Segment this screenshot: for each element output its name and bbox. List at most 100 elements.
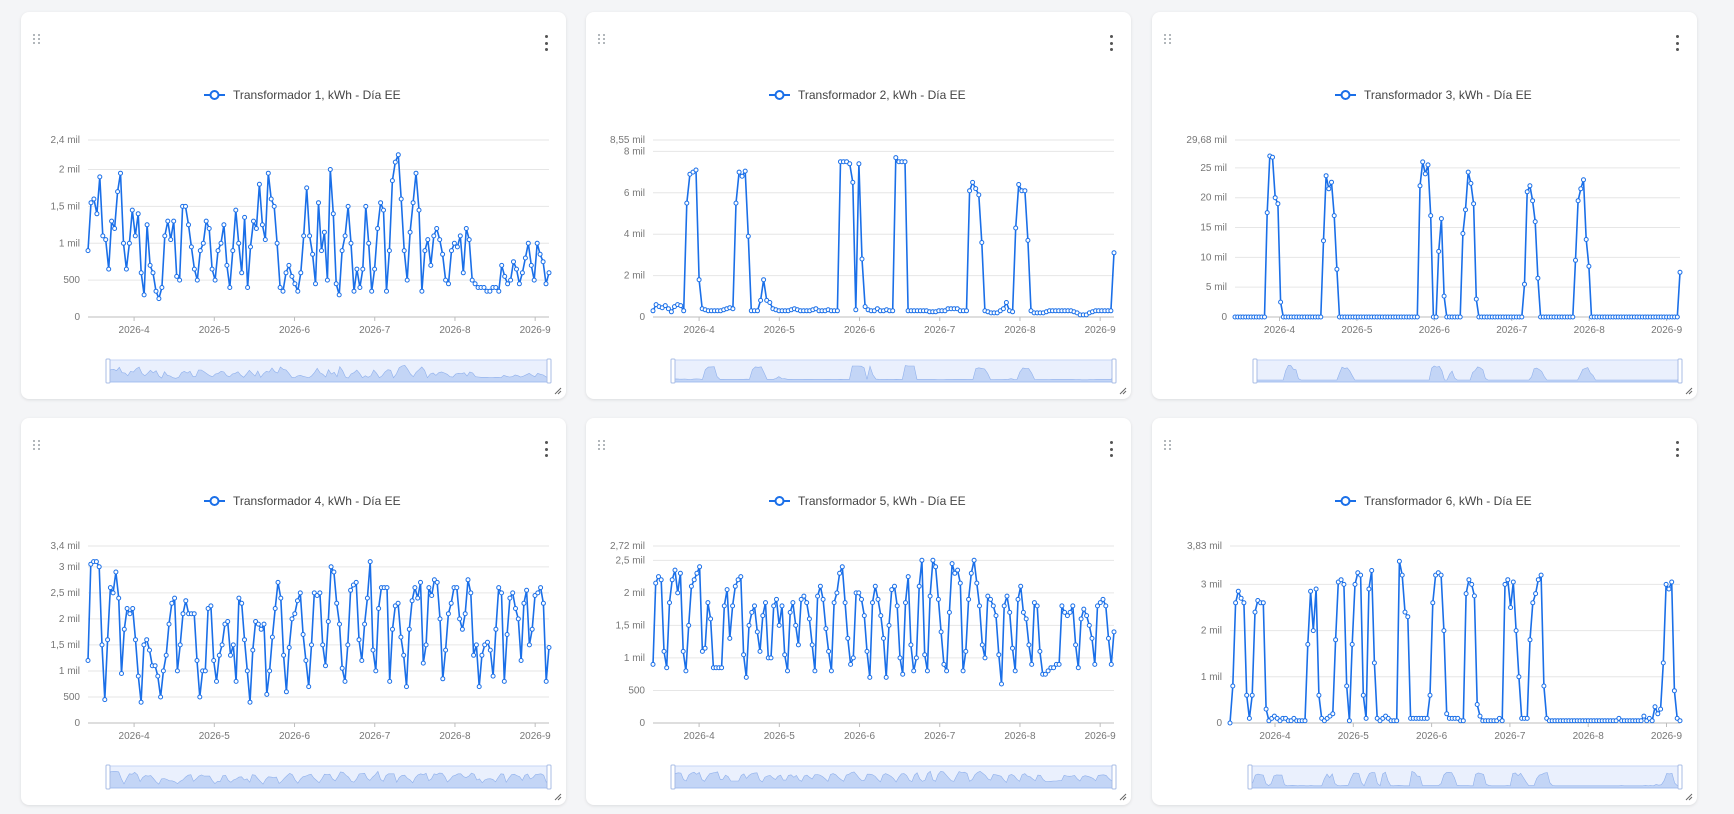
data-point[interactable] <box>1089 635 1095 641</box>
data-point[interactable] <box>897 655 903 661</box>
data-point[interactable] <box>264 691 270 697</box>
data-point[interactable] <box>212 277 218 283</box>
data-point[interactable] <box>515 616 521 622</box>
data-point[interactable] <box>1086 622 1092 628</box>
data-point[interactable] <box>1444 711 1450 717</box>
data-point[interactable] <box>1655 711 1661 717</box>
data-point[interactable] <box>525 240 531 246</box>
data-point[interactable] <box>760 613 766 619</box>
data-point[interactable] <box>1108 661 1114 667</box>
data-point[interactable] <box>191 611 197 617</box>
data-point[interactable] <box>1422 171 1428 177</box>
data-point[interactable] <box>730 306 736 312</box>
data-point[interactable] <box>309 642 314 648</box>
data-point[interactable] <box>867 674 873 680</box>
data-point[interactable] <box>1010 645 1015 651</box>
data-point[interactable] <box>331 569 337 575</box>
data-point[interactable] <box>177 642 183 648</box>
data-point[interactable] <box>1477 713 1483 719</box>
data-point[interactable] <box>1663 581 1669 587</box>
data-point[interactable] <box>233 207 239 213</box>
data-point[interactable] <box>1272 195 1278 201</box>
legend[interactable]: Transformador 3, kWh - Día EE <box>1335 88 1532 102</box>
data-point[interactable] <box>960 668 966 674</box>
data-point[interactable] <box>968 570 974 576</box>
zoom-slider[interactable] <box>1247 764 1683 790</box>
data-point[interactable] <box>878 613 884 619</box>
legend[interactable]: Transformador 1, kWh - Día EE <box>204 88 401 102</box>
data-point[interactable] <box>745 233 751 239</box>
slider-track[interactable] <box>1254 359 1681 383</box>
data-point[interactable] <box>903 600 908 606</box>
data-point[interactable] <box>110 590 116 596</box>
data-point[interactable] <box>1530 600 1536 606</box>
data-point[interactable] <box>381 207 386 213</box>
data-point[interactable] <box>504 632 510 637</box>
data-point[interactable] <box>440 676 446 682</box>
data-point[interactable] <box>1524 189 1530 195</box>
data-point[interactable] <box>267 668 273 674</box>
data-point[interactable] <box>132 233 138 239</box>
data-point[interactable] <box>746 622 752 628</box>
data-point[interactable] <box>1275 201 1281 207</box>
data-point[interactable] <box>724 587 730 593</box>
data-point[interactable] <box>1338 577 1344 583</box>
data-point[interactable] <box>138 270 144 276</box>
data-point[interactable] <box>1241 600 1247 606</box>
data-point[interactable] <box>546 270 552 276</box>
data-point[interactable] <box>999 681 1004 687</box>
data-point[interactable] <box>1081 606 1087 612</box>
data-point[interactable] <box>1034 603 1040 609</box>
data-point[interactable] <box>1427 692 1433 698</box>
data-point[interactable] <box>1031 600 1037 606</box>
data-point[interactable] <box>774 596 779 602</box>
data-point[interactable] <box>1505 577 1511 583</box>
data-point[interactable] <box>790 600 796 606</box>
data-point[interactable] <box>1042 671 1048 677</box>
data-point[interactable] <box>166 621 172 627</box>
data-point[interactable] <box>265 170 271 176</box>
data-point[interactable] <box>739 173 745 179</box>
data-point[interactable] <box>463 226 469 231</box>
slider-handle-end[interactable] <box>546 764 552 790</box>
data-point[interactable] <box>496 585 502 591</box>
resize-corner-icon[interactable] <box>552 791 562 801</box>
data-point[interactable] <box>847 161 853 167</box>
data-point[interactable] <box>1671 688 1677 694</box>
data-point[interactable] <box>1660 660 1666 666</box>
data-point[interactable] <box>850 655 856 661</box>
data-point[interactable] <box>174 273 180 279</box>
data-point[interactable] <box>410 200 416 206</box>
data-point[interactable] <box>535 590 541 596</box>
data-point[interactable] <box>289 616 295 622</box>
data-point[interactable] <box>856 161 862 167</box>
data-point[interactable] <box>360 266 366 272</box>
data-point[interactable] <box>233 678 239 684</box>
data-point[interactable] <box>656 574 661 580</box>
data-point[interactable] <box>1346 718 1352 724</box>
data-point[interactable] <box>768 655 774 661</box>
data-point[interactable] <box>1075 665 1081 671</box>
data-point[interactable] <box>1677 269 1683 275</box>
data-point[interactable] <box>678 303 684 309</box>
data-point[interactable] <box>280 288 286 294</box>
data-point[interactable] <box>516 281 522 287</box>
data-point[interactable] <box>668 309 674 315</box>
data-point[interactable] <box>793 622 799 628</box>
data-point[interactable] <box>933 564 939 570</box>
data-point[interactable] <box>1420 159 1426 165</box>
data-point[interactable] <box>268 196 274 202</box>
data-point[interactable] <box>1527 183 1533 189</box>
data-point[interactable] <box>1469 581 1475 587</box>
data-point[interactable] <box>215 248 221 254</box>
data-point[interactable] <box>428 262 434 268</box>
data-point[interactable] <box>324 277 330 283</box>
data-point[interactable] <box>902 159 908 165</box>
data-point[interactable] <box>370 647 376 653</box>
data-point[interactable] <box>1502 581 1508 587</box>
data-point[interactable] <box>1111 250 1117 256</box>
data-point[interactable] <box>339 248 345 254</box>
data-point[interactable] <box>100 233 106 239</box>
data-point[interactable] <box>1538 572 1544 578</box>
data-point[interactable] <box>493 626 499 632</box>
